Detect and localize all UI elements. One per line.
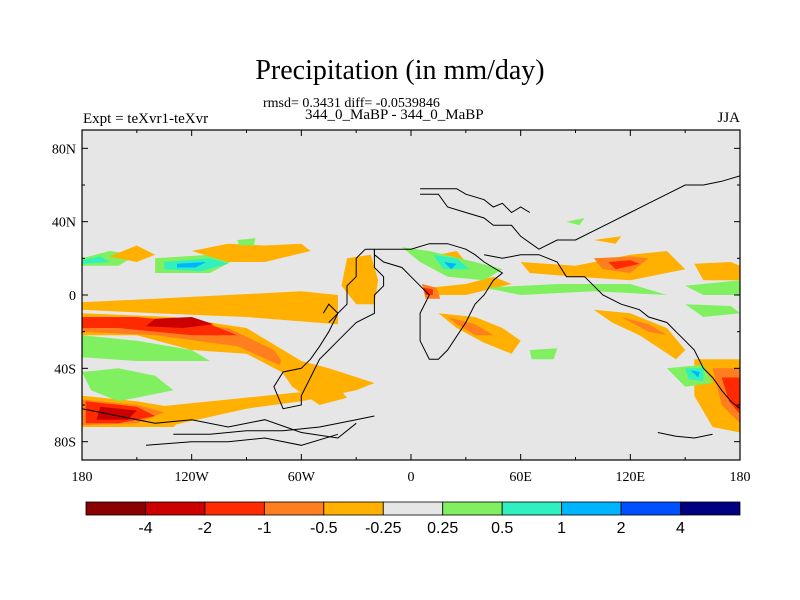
colorbar-swatch-0: [85, 501, 146, 516]
colorbar-label-2: -1: [257, 520, 271, 537]
colorbar-swatch-6: [442, 501, 503, 516]
contour-region-31: [608, 260, 640, 270]
contour-region-10: [82, 368, 174, 402]
colorbar-label-5: 0.25: [427, 520, 458, 537]
x-tick-label-1: 120W: [175, 470, 210, 485]
x-tick-label-3: 0: [408, 470, 415, 485]
colorbar-swatch-10: [680, 501, 741, 516]
experiment-label: Expt = teXvr1-teXvr: [83, 111, 209, 127]
contour-region-46: [237, 238, 256, 246]
coastline-4: [82, 408, 357, 439]
x-tick-label-2: 60W: [288, 470, 316, 485]
contour-region-34: [685, 280, 740, 295]
contour-region-33: [484, 284, 667, 295]
x-tick-label-5: 120E: [616, 470, 646, 485]
coastline-6: [145, 433, 339, 446]
colorbar-swatch-2: [204, 501, 265, 516]
colorbar: -4 -2 -1 -0.5 -0.25 0.25 0.5 1 2 4: [85, 501, 741, 537]
contour-region-20: [429, 276, 512, 295]
chart-title: Precipitation (in mm/day): [255, 55, 545, 86]
coastline-0: [273, 248, 385, 410]
contour-region-8: [96, 406, 137, 420]
coastline-layer: [82, 175, 740, 446]
y-tick-label-4: 80S: [54, 436, 76, 451]
contour-region-16: [109, 245, 156, 262]
contour-region-36: [593, 309, 686, 360]
coastline-8: [420, 188, 531, 214]
coastline-2: [420, 175, 740, 250]
y-tick-label-2: 0: [69, 289, 76, 304]
contour-region-43: [690, 370, 700, 378]
contour-region-47: [593, 236, 622, 244]
colorbar-label-7: 1: [557, 520, 566, 537]
colorbar-label-3: -0.5: [310, 520, 338, 537]
contour-region-15: [177, 262, 207, 268]
colorbar-swatch-3: [263, 501, 325, 516]
contour-region-19: [279, 350, 347, 405]
coastline-7: [322, 303, 339, 323]
colorbar-label-8: 2: [617, 520, 626, 537]
contour-region-37: [621, 317, 667, 336]
colorbar-label-6: 0.5: [491, 520, 513, 537]
contour-region-28: [447, 317, 494, 336]
contour-region-18: [341, 254, 379, 305]
contour-region-9: [82, 335, 210, 361]
contour-region-26: [443, 262, 457, 270]
y-tick-label-3: 40S: [54, 362, 76, 377]
stats-label: rmsd= 0.3431 diff= -0.0539846: [263, 96, 440, 111]
colorbar-swatch-7: [501, 501, 563, 516]
y-tick-label-0: 80N: [52, 142, 76, 157]
colorbar-label-1: -2: [198, 520, 212, 537]
colorbar-swatch-1: [145, 501, 206, 516]
contour-region-17: [191, 243, 311, 262]
coastline-5: [173, 415, 375, 435]
colorbar-label-4: -0.25: [365, 520, 402, 537]
contour-region-35: [685, 304, 740, 317]
x-tick-label-6: 180: [730, 470, 751, 485]
season-label: JJA: [717, 110, 740, 126]
contour-layer: [82, 218, 740, 433]
coastline-9: [657, 432, 713, 439]
colorbar-label-0: -4: [138, 520, 152, 537]
contour-region-25: [432, 254, 470, 270]
coastline-3: [484, 254, 740, 410]
axis-ticks: 180 120W 60W 0 60E 120E 180 80N 40N 0 40S 80S: [52, 130, 751, 485]
contour-region-4: [146, 317, 214, 328]
x-tick-label-0: 180: [72, 470, 93, 485]
contour-region-45: [566, 218, 585, 226]
chart-subtitle: 344_0_MaBP - 344_0_MaBP: [305, 107, 484, 123]
contour-region-12: [82, 256, 110, 264]
contour-region-2: [82, 320, 287, 369]
contour-region-32: [694, 262, 740, 281]
contour-region-42: [685, 368, 704, 382]
coastline-1: [373, 243, 504, 360]
y-tick-label-1: 40N: [52, 216, 76, 231]
x-tick-label-4: 60E: [509, 470, 532, 485]
colorbar-label-9: 4: [676, 520, 685, 537]
contour-region-23: [423, 287, 433, 295]
contour-region-0: [82, 291, 338, 325]
colorbar-swatch-5: [382, 501, 444, 516]
contour-region-44: [529, 348, 558, 360]
colorbar-swatch-4: [323, 501, 384, 516]
colorbar-swatch-9: [620, 501, 681, 516]
colorbar-swatch-8: [561, 501, 622, 516]
